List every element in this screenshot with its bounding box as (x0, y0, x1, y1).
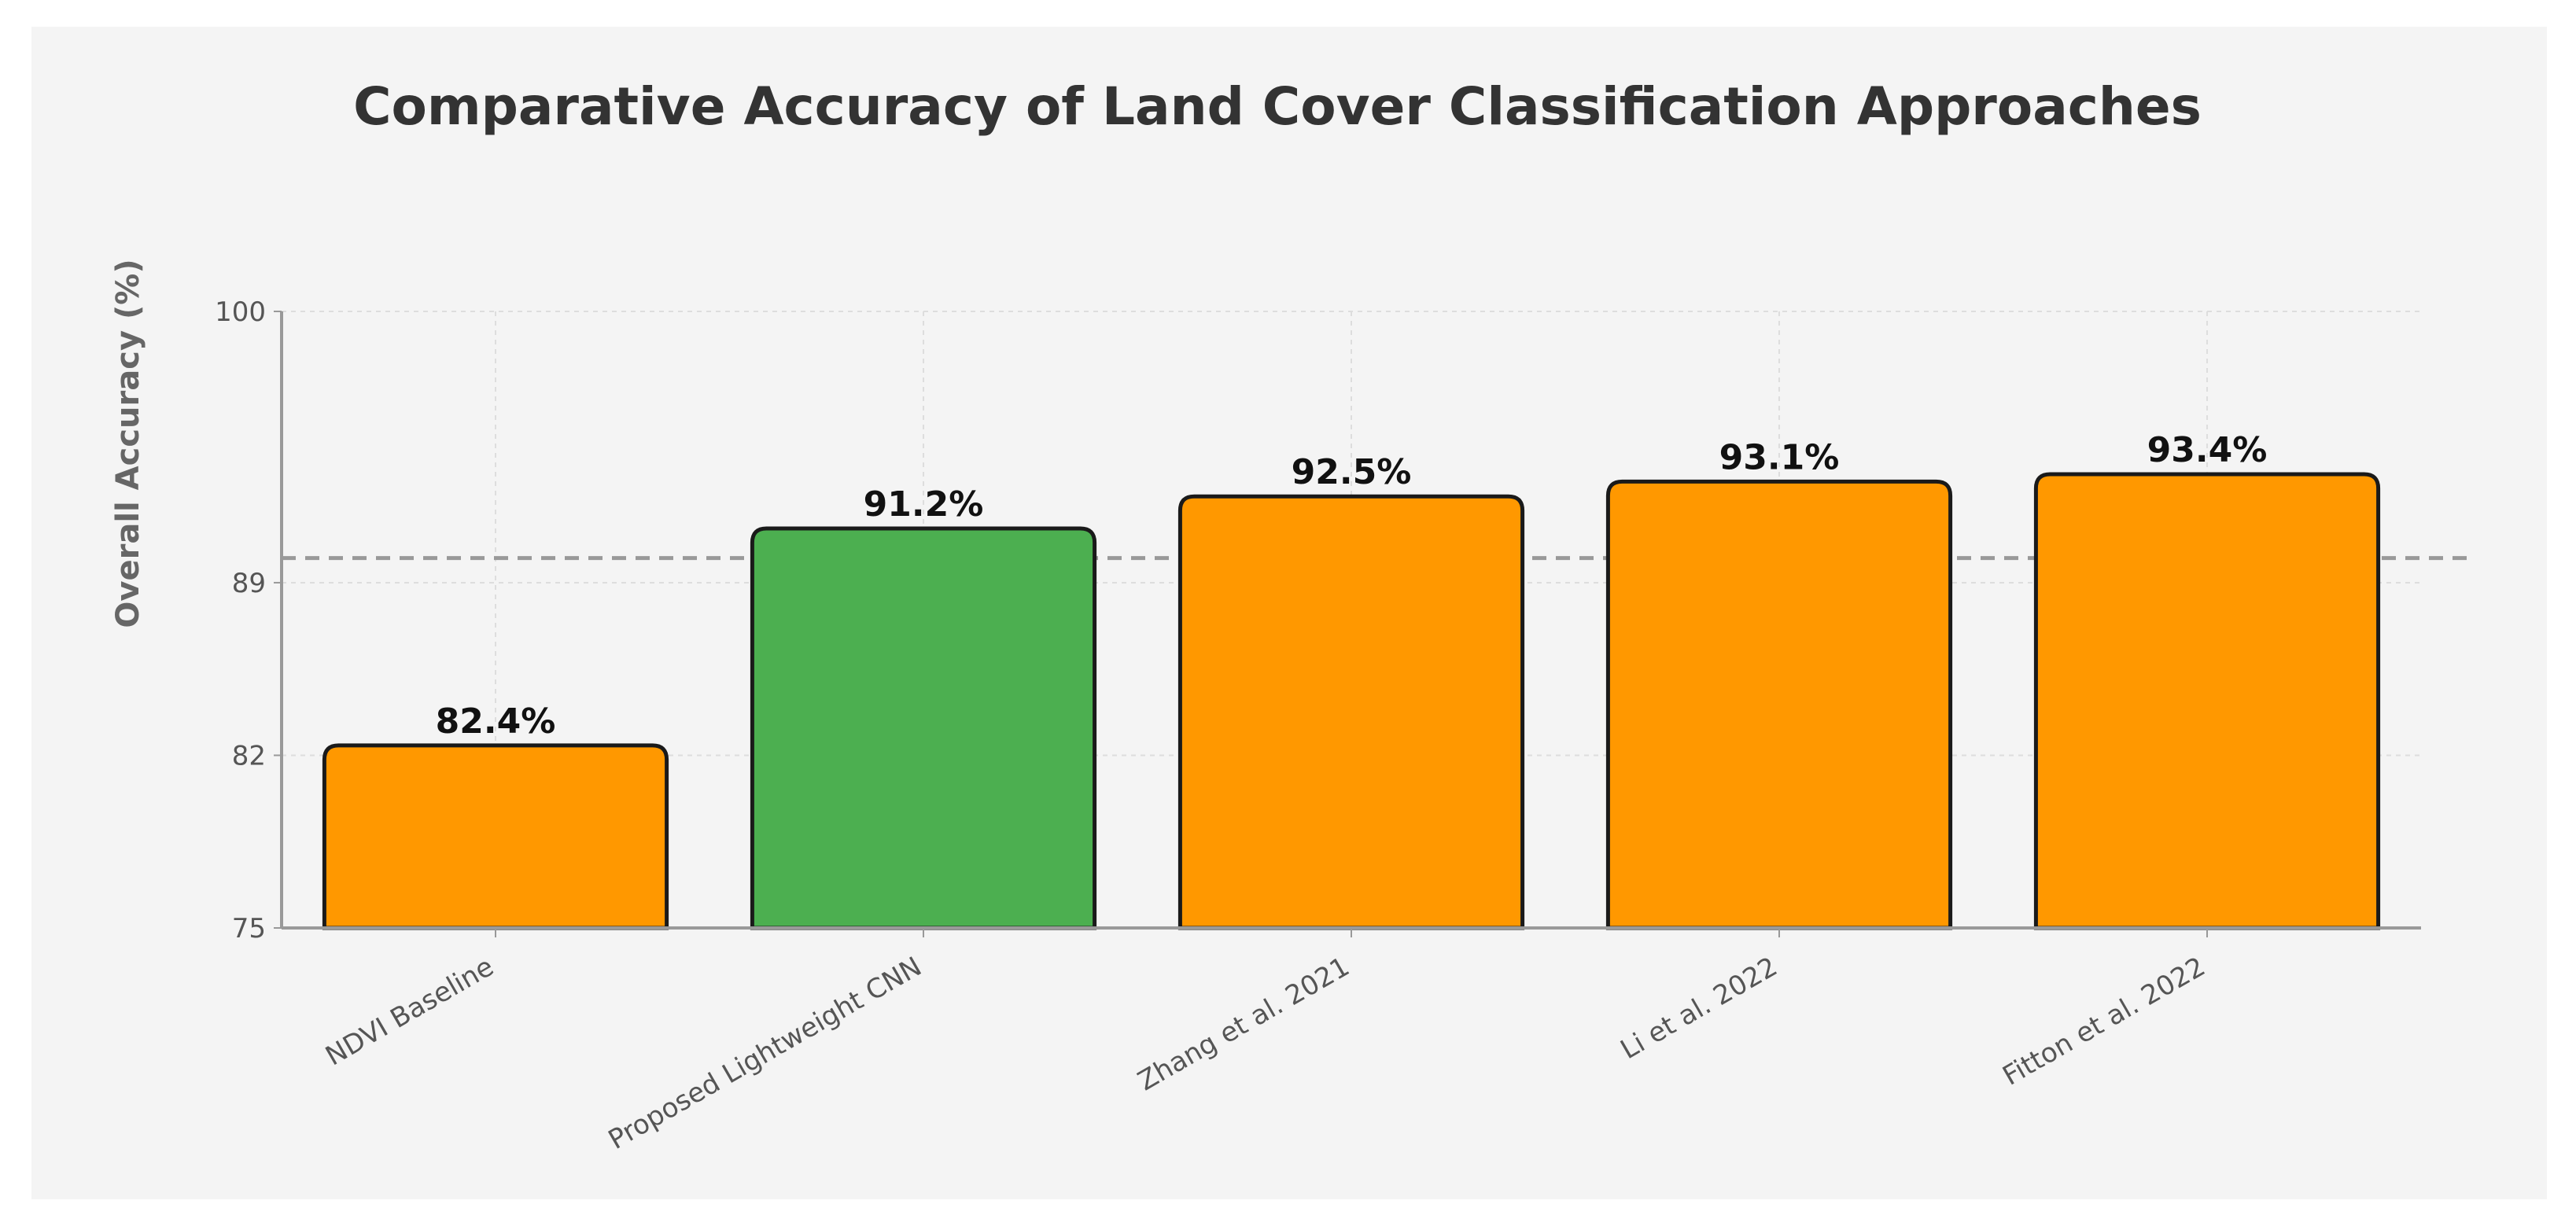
bar (2033, 472, 2381, 930)
bars (322, 472, 2381, 930)
bar (1177, 494, 1525, 930)
chart-title: Comparative Accuracy of Land Cover Class… (353, 76, 2202, 137)
x-tick-label: Proposed Lightweight CNN (603, 951, 927, 1156)
x-tick-label: NDVI Baseline (320, 951, 499, 1072)
axes (274, 311, 2421, 937)
x-tick-label: Li et al. 2022 (1616, 951, 1783, 1066)
data-label: 82.4% (436, 701, 556, 742)
y-tick-label: 89 (232, 568, 266, 599)
y-tick-label: 75 (232, 913, 266, 944)
bar-chart: Comparative Accuracy of Land Cover Class… (110, 76, 2468, 1156)
x-tick-label: Fitton et al. 2022 (1997, 951, 2210, 1092)
data-label: 92.5% (1292, 452, 1412, 492)
bar (1605, 479, 1953, 930)
y-tick-label: 82 (232, 740, 266, 771)
y-tick-label: 100 (215, 296, 266, 328)
bar (322, 743, 669, 930)
chart-panel: Comparative Accuracy of Land Cover Class… (31, 27, 2547, 1199)
x-tick-label: Zhang et al. 2021 (1133, 951, 1355, 1097)
y-axis-label: Overall Accuracy (%) (110, 259, 146, 628)
data-label: 93.4% (2147, 430, 2268, 470)
data-label: 91.2% (864, 484, 984, 525)
bar (750, 526, 1097, 930)
data-label: 93.1% (1719, 437, 1840, 477)
